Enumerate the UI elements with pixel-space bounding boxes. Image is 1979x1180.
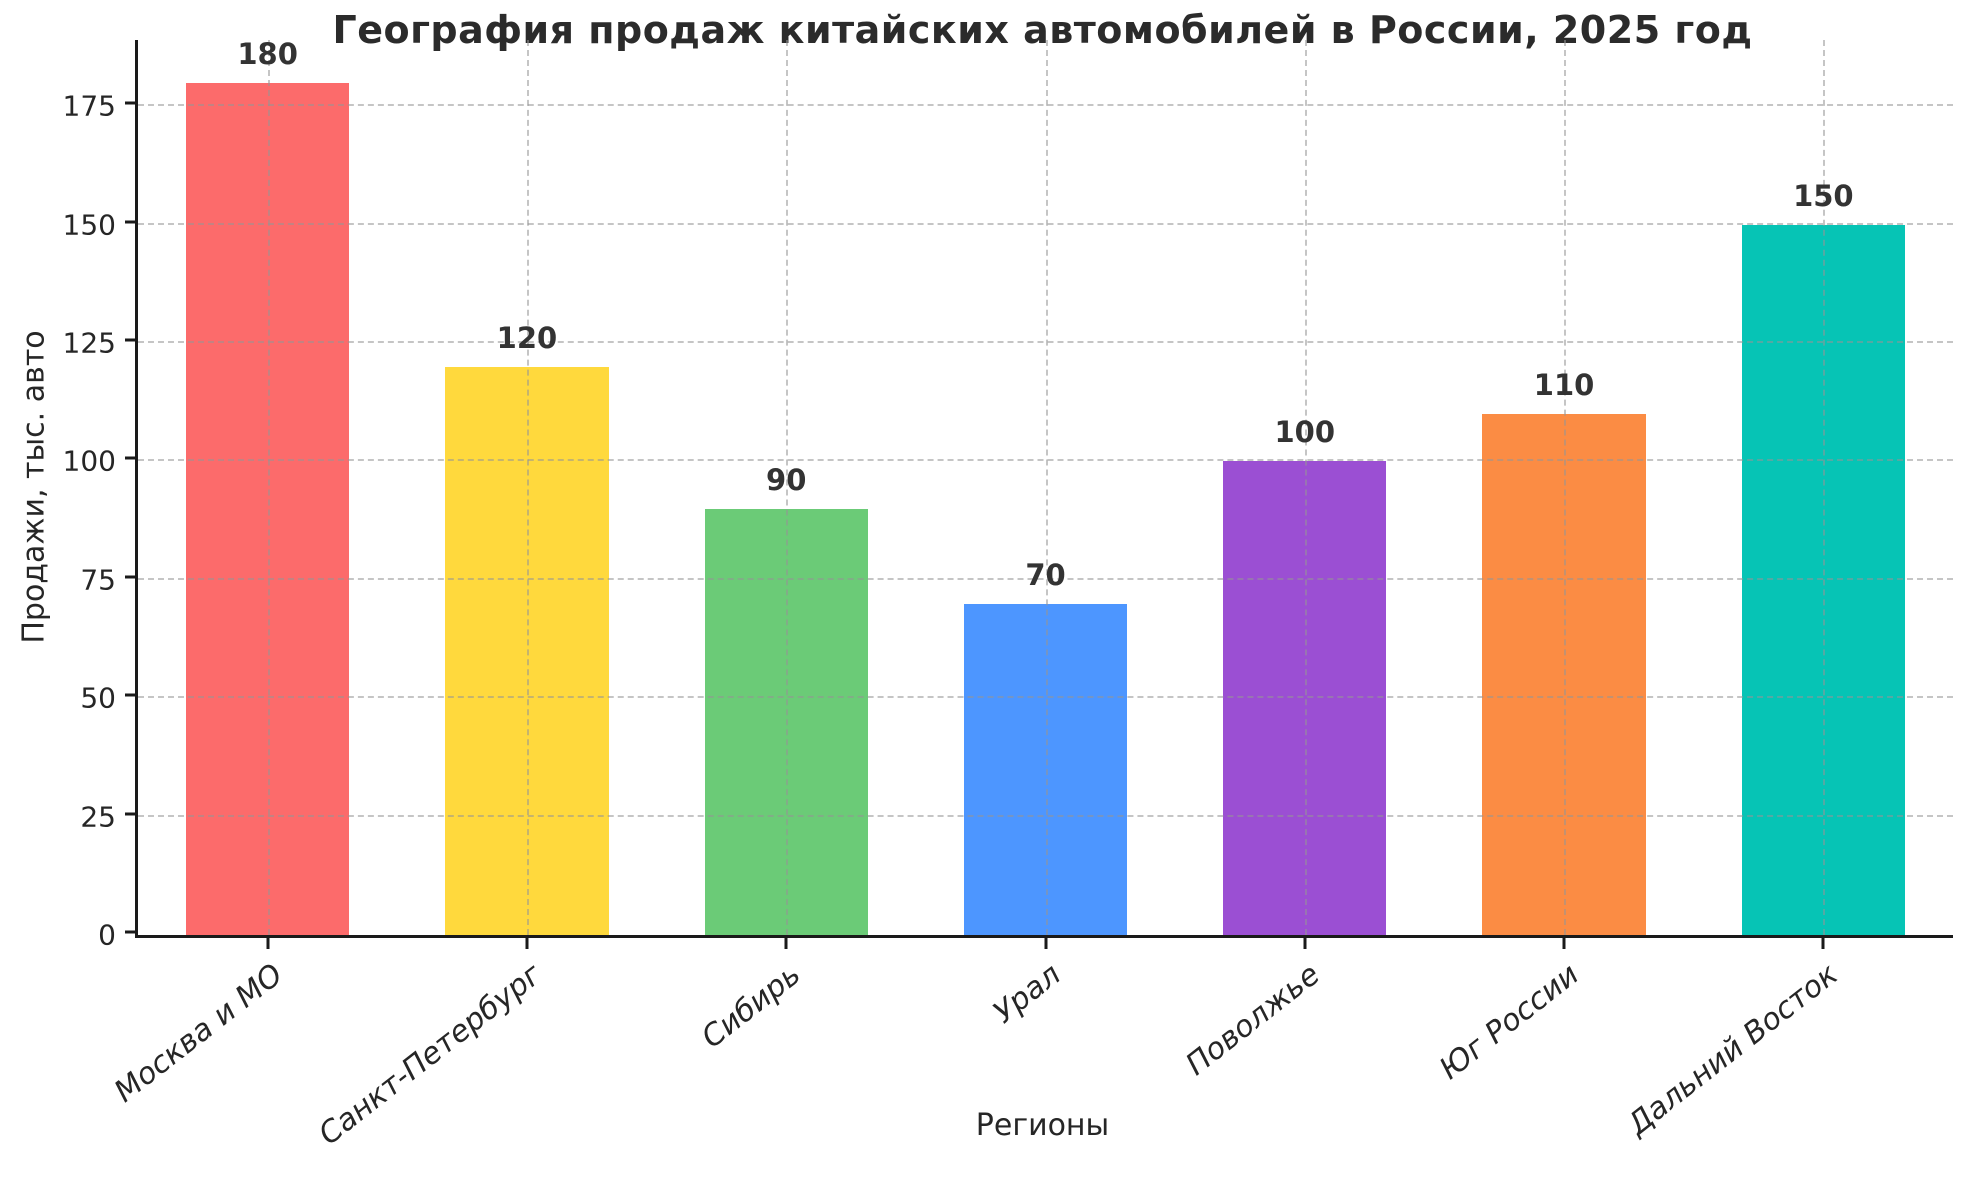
bar-value-label: 110	[1533, 368, 1595, 403]
y-tick-label: 100	[62, 444, 116, 478]
y-tick-label: 150	[62, 208, 116, 242]
y-tick-label: 75	[80, 563, 116, 597]
x-tick-mark	[1562, 938, 1566, 949]
y-tick-mark	[125, 101, 136, 105]
x-axis-label: Регионы	[975, 1108, 1110, 1143]
x-tick-label: Москва и МО	[107, 957, 290, 1110]
x-tick-label: Юг России	[1433, 957, 1586, 1087]
bar-value-label: 70	[1025, 557, 1066, 592]
bar-3	[704, 508, 868, 935]
bar-6	[1482, 414, 1646, 935]
x-tick-label: Сибирь	[695, 957, 808, 1056]
y-tick-mark	[125, 338, 136, 342]
x-tick-mark	[1303, 938, 1307, 949]
plot-area: 0 25 50 75 100 125 150 175 180 Москва и МО 120 Санк…	[63, 36, 1953, 1152]
x-tick-mark	[784, 938, 788, 949]
y-tick-mark	[125, 930, 136, 934]
bar-value-label: 90	[766, 462, 807, 497]
horizontal-gridline	[138, 341, 1953, 344]
y-tick-label: 125	[62, 326, 116, 360]
y-axis-label: Продажи, тыс. авто	[16, 330, 52, 644]
x-tick-mark	[1821, 938, 1825, 949]
y-tick-label: 25	[80, 800, 116, 834]
y-tick-mark	[125, 693, 136, 697]
y-tick-label: 175	[62, 89, 116, 123]
bar-5	[1223, 461, 1387, 935]
bar-2	[445, 366, 609, 935]
x-tick-mark	[266, 938, 270, 949]
y-tick-mark	[125, 812, 136, 816]
x-tick-label: Поволжье	[1179, 957, 1327, 1083]
y-tick-mark	[125, 220, 136, 224]
bar-value-label: 180	[237, 36, 298, 71]
y-tick-label: 0	[98, 918, 116, 952]
bar-7	[1741, 224, 1906, 935]
bar-1	[185, 82, 350, 935]
chart-title: География продаж китайских автомобилей в…	[332, 8, 1753, 52]
horizontal-gridline	[138, 459, 1953, 462]
x-tick-mark	[525, 938, 529, 949]
bar-4	[963, 603, 1128, 935]
y-tick-label: 50	[80, 681, 116, 715]
horizontal-gridline	[138, 104, 1953, 107]
bar-value-label: 100	[1274, 415, 1336, 450]
bar-value-label: 120	[496, 320, 558, 355]
x-tick-label: Урал	[986, 957, 1068, 1031]
y-tick-mark	[125, 575, 136, 579]
y-tick-mark	[125, 456, 136, 460]
x-tick-mark	[1044, 938, 1047, 949]
horizontal-gridline	[138, 222, 1953, 225]
bar-value-label: 150	[1793, 178, 1854, 213]
